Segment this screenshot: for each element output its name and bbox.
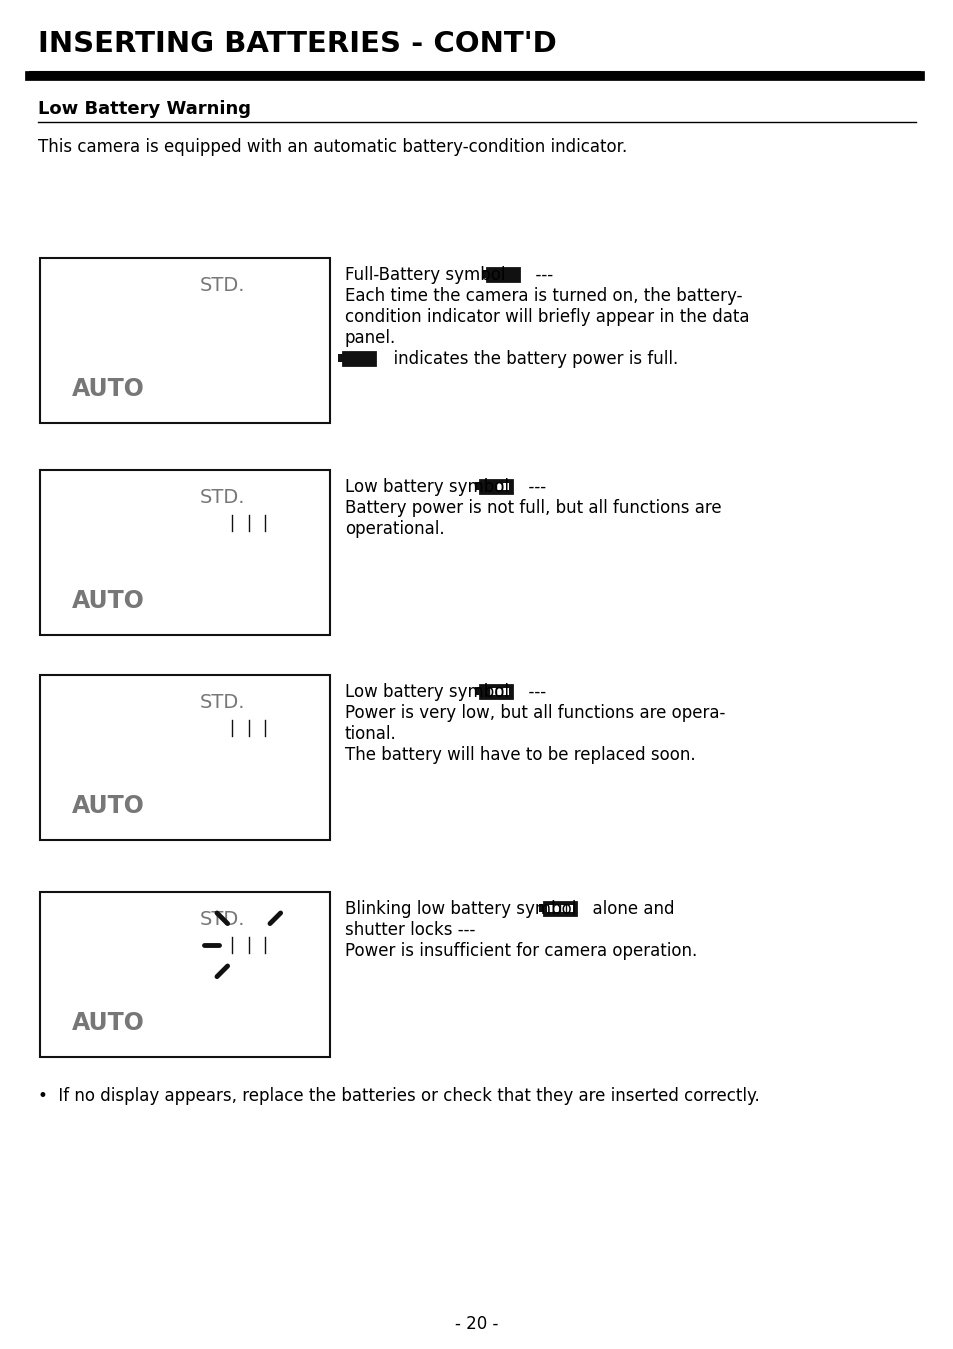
Bar — [215, 720, 281, 735]
Bar — [40, 892, 330, 1058]
Bar — [208, 940, 213, 948]
Text: Full-Battery symbol: Full-Battery symbol — [345, 266, 510, 285]
Text: Low battery symbol: Low battery symbol — [345, 683, 514, 701]
Bar — [208, 724, 213, 731]
Text: The battery will have to be replaced soon.: The battery will have to be replaced soo… — [345, 746, 695, 764]
Bar — [213, 511, 285, 534]
Polygon shape — [103, 950, 117, 993]
Bar — [208, 519, 213, 527]
Bar — [337, 353, 343, 362]
Text: ---: --- — [524, 266, 553, 285]
Bar — [255, 372, 259, 391]
Bar — [481, 270, 486, 278]
Bar — [208, 306, 213, 314]
Bar — [482, 688, 489, 695]
Text: Power is insufficient for camera operation.: Power is insufficient for camera operati… — [345, 942, 697, 960]
Bar — [215, 515, 249, 530]
Bar — [40, 469, 330, 635]
Text: STD.: STD. — [199, 911, 245, 929]
Bar — [475, 687, 479, 695]
Bar — [40, 674, 330, 840]
Bar — [256, 560, 275, 565]
Text: panel.: panel. — [345, 329, 395, 347]
Text: indicates the battery power is full.: indicates the battery power is full. — [382, 349, 678, 368]
Polygon shape — [103, 733, 117, 776]
Bar — [291, 983, 295, 1002]
Bar — [275, 805, 294, 809]
Bar — [274, 766, 278, 785]
Text: Low battery symbol: Low battery symbol — [345, 478, 514, 496]
Text: STD.: STD. — [199, 488, 245, 507]
Bar — [213, 934, 285, 956]
Text: AUTO: AUTO — [71, 1010, 145, 1035]
Bar — [479, 684, 512, 697]
Bar — [256, 600, 275, 604]
Text: shutter locks ---: shutter locks --- — [345, 921, 475, 939]
Bar — [273, 584, 277, 603]
Bar — [256, 368, 275, 372]
Bar — [253, 1006, 258, 1025]
Bar — [255, 349, 259, 368]
Bar — [479, 479, 512, 492]
Text: alone and: alone and — [581, 900, 674, 919]
Bar — [215, 515, 281, 530]
Bar — [275, 765, 294, 770]
Polygon shape — [103, 527, 117, 571]
Bar — [546, 904, 572, 912]
Bar — [291, 789, 295, 808]
Text: AUTO: AUTO — [71, 590, 145, 612]
Text: ---: --- — [517, 683, 545, 701]
Text: Power is very low, but all functions are opera-: Power is very low, but all functions are… — [345, 704, 724, 722]
Text: STD.: STD. — [199, 277, 245, 295]
Bar — [291, 1006, 295, 1025]
Bar — [273, 349, 277, 368]
Bar — [256, 580, 275, 584]
Bar — [215, 936, 281, 952]
Bar — [482, 483, 508, 490]
Text: Each time the camera is turned on, the battery-: Each time the camera is turned on, the b… — [345, 287, 741, 305]
Text: •  If no display appears, replace the batteries or check that they are inserted : • If no display appears, replace the bat… — [38, 1087, 759, 1105]
Text: ---: --- — [517, 478, 545, 496]
Bar — [343, 352, 375, 364]
Text: - 20 -: - 20 - — [455, 1315, 498, 1333]
Bar — [215, 720, 233, 735]
Bar — [213, 299, 285, 322]
Bar — [475, 482, 479, 490]
Bar — [538, 904, 543, 912]
Bar — [482, 688, 508, 695]
Text: tional.: tional. — [345, 724, 396, 743]
Polygon shape — [103, 316, 117, 359]
Bar — [291, 766, 295, 785]
Bar — [543, 901, 576, 915]
Text: INSERTING BATTERIES - CONT'D: INSERTING BATTERIES - CONT'D — [38, 30, 557, 58]
Bar — [40, 258, 330, 424]
Text: operational.: operational. — [345, 519, 444, 538]
Bar — [213, 716, 285, 739]
Text: condition indicator will briefly appear in the data: condition indicator will briefly appear … — [345, 308, 749, 326]
Text: Battery power is not full, but all functions are: Battery power is not full, but all funct… — [345, 499, 720, 517]
Text: AUTO: AUTO — [71, 795, 145, 817]
Bar — [273, 561, 277, 580]
Text: STD.: STD. — [199, 693, 245, 712]
Bar — [482, 483, 496, 490]
Bar — [253, 766, 258, 785]
Bar — [256, 348, 275, 352]
Bar — [273, 372, 277, 391]
Text: AUTO: AUTO — [71, 376, 145, 401]
Bar — [253, 983, 258, 1002]
Text: This camera is equipped with an automatic battery-condition indicator.: This camera is equipped with an automati… — [38, 138, 626, 156]
Bar — [253, 789, 258, 808]
Text: Low Battery Warning: Low Battery Warning — [38, 100, 251, 117]
Text: Blinking low battery symbol: Blinking low battery symbol — [345, 900, 581, 919]
Bar — [486, 267, 518, 281]
Bar — [274, 789, 278, 808]
Bar — [255, 561, 259, 580]
Bar — [256, 387, 275, 393]
